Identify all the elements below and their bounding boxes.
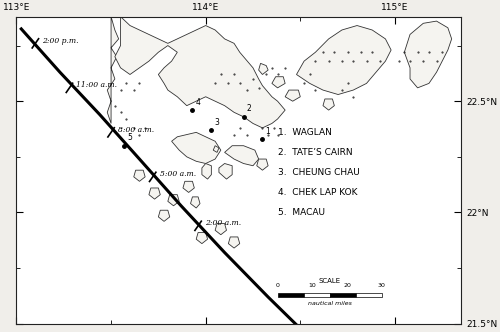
Text: 5:00 a.m.: 5:00 a.m. [160, 170, 196, 179]
Polygon shape [168, 195, 179, 206]
Polygon shape [257, 159, 268, 170]
Text: 2:00 p.m.: 2:00 p.m. [42, 37, 79, 45]
Text: 11:00 a.m.: 11:00 a.m. [76, 81, 118, 89]
Polygon shape [213, 146, 219, 152]
Polygon shape [285, 90, 300, 101]
Polygon shape [158, 210, 170, 221]
Text: 2.  TATE’S CAIRN: 2. TATE’S CAIRN [278, 148, 352, 157]
Bar [278, 292, 303, 297]
Text: SCALE: SCALE [318, 278, 340, 284]
Polygon shape [219, 163, 232, 179]
Text: 1: 1 [266, 127, 270, 136]
Text: 2:00 a.m.: 2:00 a.m. [205, 219, 241, 227]
Text: 4: 4 [196, 98, 200, 107]
Polygon shape [404, 21, 452, 88]
Bar [356, 292, 382, 297]
Polygon shape [196, 232, 207, 244]
Text: 1.  WAGLAN: 1. WAGLAN [278, 128, 332, 137]
Text: 20: 20 [343, 283, 351, 288]
Text: 10: 10 [308, 283, 316, 288]
Polygon shape [224, 146, 258, 166]
Polygon shape [134, 170, 145, 181]
Bar [330, 292, 355, 297]
Polygon shape [323, 99, 334, 110]
Text: 5.  MACAU: 5. MACAU [278, 208, 324, 217]
Polygon shape [190, 197, 200, 208]
Polygon shape [258, 63, 268, 74]
Text: 3.  CHEUNG CHAU: 3. CHEUNG CHAU [278, 168, 359, 177]
Text: 2: 2 [246, 105, 251, 114]
Text: 3: 3 [214, 118, 219, 127]
Text: 30: 30 [378, 283, 386, 288]
Polygon shape [296, 26, 391, 95]
Text: nautical miles: nautical miles [308, 301, 352, 306]
Polygon shape [172, 132, 221, 163]
Text: 8:00 a.m.: 8:00 a.m. [118, 126, 154, 134]
Polygon shape [228, 237, 239, 248]
Polygon shape [272, 77, 285, 88]
Polygon shape [149, 188, 160, 199]
Text: 0: 0 [276, 283, 280, 288]
Polygon shape [215, 223, 226, 235]
Polygon shape [183, 181, 194, 193]
Polygon shape [115, 17, 285, 128]
Polygon shape [202, 163, 211, 179]
Text: 4.  CHEK LAP KOK: 4. CHEK LAP KOK [278, 188, 357, 197]
Text: 5: 5 [127, 133, 132, 142]
Bar [304, 292, 330, 297]
Polygon shape [108, 17, 118, 124]
